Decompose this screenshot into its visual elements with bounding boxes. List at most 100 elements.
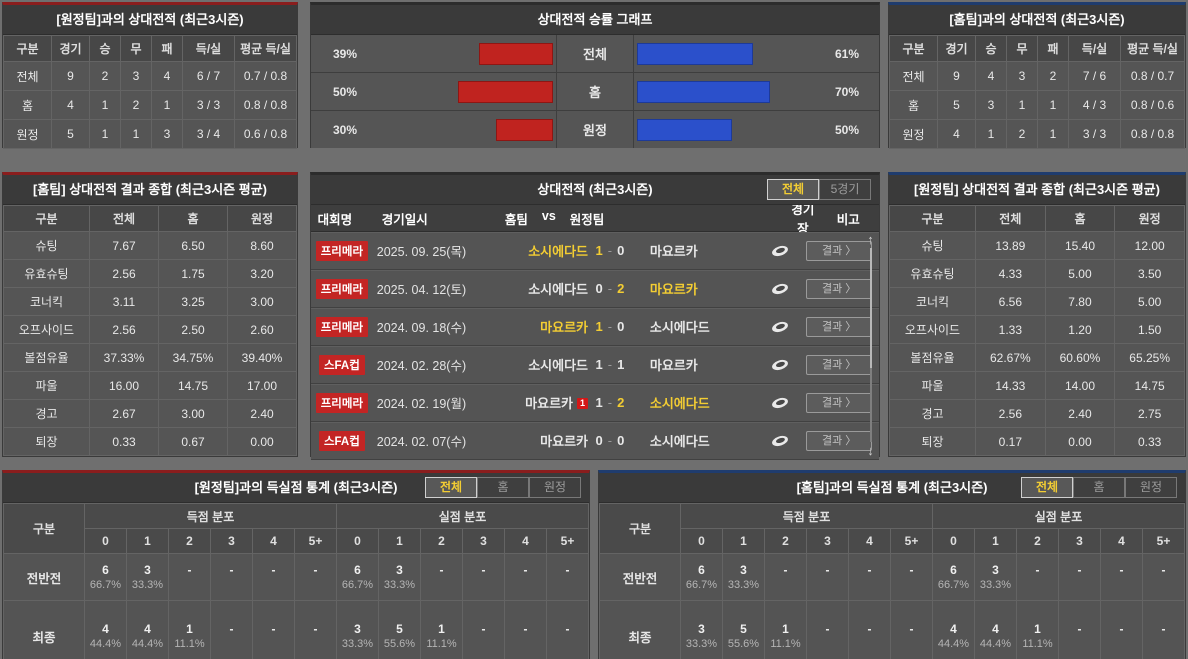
scroll-down-icon[interactable]: ↓ (867, 443, 874, 458)
panel-title: [원정팀]과의 득실점 통계 (최근3시즌) (194, 480, 398, 495)
filter-all-button[interactable]: 전체 (425, 477, 477, 498)
col-header-venue: 경기장 (791, 203, 815, 236)
stat-cell: - (890, 553, 933, 601)
summary-home-table: 구분 전체 홈 원정 슈팅 7.67 6.50 8.60 유효슈팅 2.56 1.75 3.… (3, 205, 297, 456)
table-cell: 7 / 6 (1068, 61, 1121, 91)
filter-home-button[interactable]: 홈 (1073, 477, 1125, 498)
scrollbar-track[interactable] (870, 248, 872, 442)
table-cell: 1.33 (975, 315, 1046, 344)
stat-cell: - (504, 553, 547, 601)
league-badge: 프리메라 (315, 392, 369, 413)
table-bins-row: 0 1 2 3 4 5+ 0 1 2 3 4 5+ (600, 528, 1185, 554)
table-cell: 9 (937, 61, 976, 91)
row-label: 전체 (3, 61, 52, 91)
table-cell: 5.00 (1114, 287, 1185, 316)
result-button[interactable]: 결과 〉 (806, 392, 873, 413)
filter-home-button[interactable]: 홈 (477, 477, 529, 498)
filter-away-button[interactable]: 원정 (529, 477, 581, 498)
filter-away-button[interactable]: 원정 (1125, 477, 1177, 498)
stat-cell: - (462, 553, 505, 601)
stat-cell: 3 33.3% (336, 600, 379, 659)
row-label: 슈팅 (889, 231, 976, 260)
panel-title: 상대전적 승률 그래프 (311, 5, 879, 35)
table-cell: 1 (1006, 90, 1038, 120)
table-cell: 0.00 (227, 427, 297, 456)
table-cell: 1 (975, 119, 1007, 149)
filter-five-games-button[interactable]: 5경기 (819, 179, 871, 200)
table-cell: 3 (975, 90, 1007, 120)
row-label: 유효슈팅 (3, 259, 90, 288)
graph-right-zone: 70% (634, 73, 879, 110)
home-score: 1 (595, 357, 603, 372)
col-header: 구분 (889, 35, 938, 62)
group-header-scored: 득점 분포 (84, 503, 337, 529)
table-cell: 1.50 (1114, 315, 1185, 344)
match-row: 프리메라 2025. 09. 25(목) 소시에다드 1 - 0 마요르카 결과… (311, 232, 879, 270)
scrollbar-thumb[interactable] (870, 248, 872, 369)
table-cell: 1 (89, 119, 121, 149)
bin-header: 4 (252, 528, 295, 554)
group-header-scored: 득점 분포 (680, 503, 933, 529)
table-cell: 1 (89, 90, 121, 120)
table-row: 최종 4 44.4% 4 44.4% 1 11.1% - - - 3 33.3% 5 55… (3, 600, 589, 659)
bin-header: 0 (336, 528, 379, 554)
table-cell: 2.75 (1114, 399, 1185, 428)
red-card-badge: 1 (577, 397, 589, 409)
col-header-teams: 홈팀 vs 원정팀 (451, 209, 658, 228)
match-row: 프리메라 2024. 02. 19(월) 마요르카 1 1 - 2 소시에다드 결… (311, 384, 879, 422)
col-header-away: 원정팀 (569, 212, 605, 227)
table-cell: 6 / 7 (182, 61, 235, 91)
panel-title: [원정팀]과의 상대전적 (최근3시즌) (3, 5, 297, 35)
stat-cell: - (168, 553, 211, 601)
stat-cell: 6 66.7% (680, 553, 723, 601)
row-label: 전반전 (599, 553, 681, 601)
table-row: 볼점유율 37.33% 34.75% 39.40% (3, 343, 297, 372)
table-row: 퇴장 0.17 0.00 0.33 (889, 427, 1185, 456)
stat-cell: 1 11.1% (764, 600, 807, 659)
graph-category-label: 홈 (556, 73, 634, 110)
row-label: 퇴장 (889, 427, 976, 456)
result-button[interactable]: 결과 〉 (806, 240, 873, 261)
table-row: 전체 9 2 3 4 6 / 7 0.7 / 0.8 (3, 61, 297, 91)
result-button[interactable]: 결과 〉 (806, 278, 873, 299)
scrollbar[interactable]: ↑ ↓ (863, 232, 878, 460)
graph-right-zone: 50% (634, 111, 879, 148)
away-team-cell: 소시에다드 (632, 431, 762, 451)
result-button[interactable]: 결과 〉 (806, 354, 873, 375)
home-team-name: 마요르카 (540, 433, 589, 449)
scroll-up-icon[interactable]: ↑ (867, 232, 874, 247)
result-button[interactable]: 결과 〉 (806, 316, 873, 337)
table-cell: 4 (937, 119, 976, 149)
table-cell: 2 (89, 61, 121, 91)
row-label: 원정 (3, 119, 52, 149)
table-cell: 14.75 (1114, 371, 1185, 400)
venue-cell (761, 244, 799, 258)
home-win-bar (637, 80, 770, 103)
col-header: 경기 (937, 35, 976, 62)
row-label: 오프사이드 (3, 315, 90, 344)
bin-header: 2 (168, 528, 211, 554)
table-cell: 0.8 / 0.8 (234, 90, 297, 120)
col-header: 구분 (599, 503, 681, 554)
bin-header: 4 (1100, 528, 1143, 554)
away-score: 2 (617, 281, 625, 296)
table-row: 슈팅 13.89 15.40 12.00 (889, 231, 1185, 260)
filter-all-button[interactable]: 전체 (767, 179, 819, 200)
bin-header: 1 (974, 528, 1017, 554)
match-date: 2024. 09. 18(수) (376, 321, 467, 335)
home-team-name: 마요르카 (540, 319, 589, 335)
col-header-note: 비고 (836, 212, 860, 227)
venue-cell (761, 358, 799, 372)
score-dash: - (607, 281, 613, 296)
away-team-name: 마요르카 (649, 281, 698, 297)
row-label: 홈 (889, 90, 938, 120)
stat-cell: 6 66.7% (84, 553, 127, 601)
goal-stats-away-titlebar: [원정팀]과의 득실점 통계 (최근3시즌) 전체 홈 원정 (3, 473, 589, 503)
score-dash: - (607, 357, 613, 372)
stat-cell: 1 11.1% (1016, 600, 1059, 659)
row-label: 최종 (599, 600, 681, 659)
away-team-cell: 마요르카 (632, 355, 762, 375)
home-team-cell: 소시에다드 (492, 241, 588, 261)
league-badge: 프리메라 (315, 240, 369, 261)
filter-all-button[interactable]: 전체 (1021, 477, 1073, 498)
